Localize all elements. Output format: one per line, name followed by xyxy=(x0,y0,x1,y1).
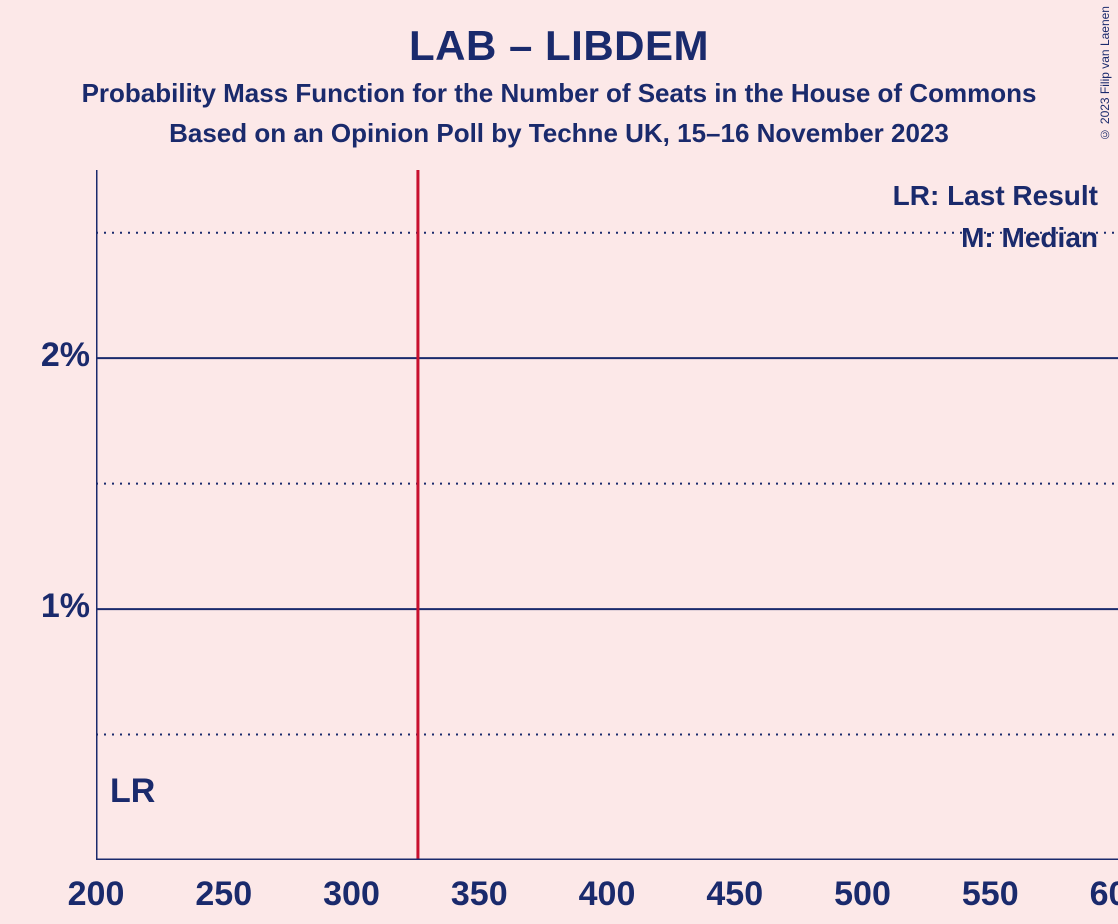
x-tick-label: 500 xyxy=(834,875,891,914)
x-tick-label: 600 xyxy=(1090,875,1118,914)
copyright-text: © 2023 Filip van Laenen xyxy=(1098,6,1112,141)
x-tick-label: 300 xyxy=(323,875,380,914)
x-tick-label: 350 xyxy=(451,875,508,914)
lr-marker-label: LR xyxy=(110,772,155,811)
chart-subtitle-2: Based on an Opinion Poll by Techne UK, 1… xyxy=(0,118,1118,149)
chart-subtitle-1: Probability Mass Function for the Number… xyxy=(0,78,1118,109)
x-tick-label: 250 xyxy=(195,875,252,914)
chart-plot-area xyxy=(96,170,1118,860)
x-tick-label: 400 xyxy=(579,875,636,914)
x-tick-label: 200 xyxy=(68,875,125,914)
y-tick-label: 2% xyxy=(20,336,90,375)
y-tick-label: 1% xyxy=(20,587,90,626)
x-tick-label: 450 xyxy=(706,875,763,914)
x-tick-label: 550 xyxy=(962,875,1019,914)
chart-title: LAB – LIBDEM xyxy=(0,22,1118,70)
